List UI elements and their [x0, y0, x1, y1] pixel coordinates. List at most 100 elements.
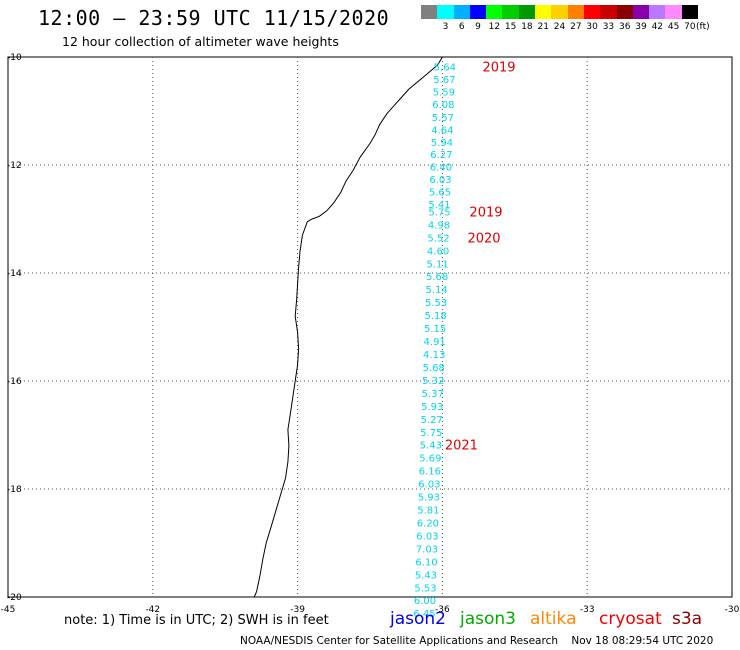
- x-tick-label: -30: [725, 605, 740, 615]
- legend-tick-label: 27: [570, 22, 582, 32]
- map-grid: [7, 56, 733, 598]
- legend-swatches: [421, 5, 710, 19]
- swh-value: 6.16: [419, 467, 441, 478]
- map-axes: -45 -42 -39 -36 -33 -30 -10 -12 -14 -16 -18 -20: [1, 53, 740, 615]
- legend-tick-label: 15: [504, 22, 517, 32]
- legend-swatch: [502, 5, 519, 19]
- legend-swatch: [469, 5, 487, 19]
- legend-tick-label: 18: [521, 22, 533, 32]
- swh-value: 6.20: [417, 518, 439, 529]
- credit-line: NOAA/NESDIS Center for Satellite Applica…: [240, 635, 714, 647]
- swh-value: 6.45: [413, 609, 435, 620]
- map-subtitle: 12 hour collection of altimeter wave hei…: [62, 34, 339, 49]
- swh-value: 5.18: [425, 311, 447, 322]
- legend-unit: (ft): [696, 22, 710, 32]
- satellite-name: jason2: [390, 609, 446, 629]
- legend-tick-label: 24: [553, 22, 566, 32]
- satellite-name: cryosat: [599, 609, 662, 629]
- swh-value: 6.03: [416, 531, 438, 542]
- swh-value: 6.08: [432, 100, 454, 111]
- legend-tick-label: 36: [618, 22, 631, 32]
- satellite-name: altika: [530, 609, 577, 629]
- pass-labels: 2019 2019 2020 2021: [445, 61, 516, 454]
- legend-swatch: [665, 5, 682, 19]
- legend-swatch: [535, 5, 552, 19]
- swh-value: 5.53: [414, 583, 436, 594]
- legend-swatch: [600, 5, 617, 19]
- swh-value: 5.65: [429, 187, 451, 198]
- legend-swatch: [681, 5, 699, 19]
- legend-tick-label: 45: [667, 22, 680, 32]
- legend-swatch: [649, 5, 666, 19]
- legend-swatch: [421, 5, 438, 19]
- swh-value: 4.60: [427, 246, 449, 257]
- legend-swatch: [632, 5, 650, 19]
- swh-value: 5.32: [422, 376, 444, 387]
- swh-value: 5.14: [425, 285, 447, 296]
- swh-value: 7.03: [416, 544, 438, 555]
- pass-label: 2019: [469, 205, 502, 220]
- pass-label: 2021: [445, 439, 478, 454]
- swh-value: 6.03: [429, 175, 451, 186]
- swh-value: 4.64: [431, 125, 453, 136]
- swh-value: 4.91: [424, 337, 446, 348]
- color-legend: 3 6 9 12 15 18 21 24 27 30 33 36 39 42 45 70 (ft): [421, 5, 710, 32]
- x-tick-label: -45: [1, 605, 16, 615]
- swh-value: 5.41: [428, 200, 450, 211]
- y-tick-label: -20: [7, 593, 22, 603]
- map-title: 12:00 – 23:59 UTC 11/15/2020: [38, 6, 390, 30]
- swh-value: 5.57: [432, 113, 454, 124]
- swh-value: 6.40: [430, 163, 452, 174]
- altimeter-track: 5.645.675.596.085.574.645.946.276.406.03…: [413, 63, 456, 620]
- swh-value: 5.64: [434, 63, 456, 74]
- legend-tick-label: 12: [488, 22, 501, 32]
- legend-tick-label: 3: [442, 22, 449, 32]
- swh-value: 5.94: [431, 138, 453, 149]
- swh-value: 5.15: [424, 324, 446, 335]
- legend-swatch: [616, 5, 633, 19]
- swh-value: 5.93: [418, 493, 440, 504]
- swh-value: 5.37: [422, 389, 444, 400]
- map-frame: [7, 56, 733, 598]
- satellite-name: s3a: [672, 609, 703, 629]
- legend-swatch: [453, 5, 470, 19]
- legend-swatch: [486, 5, 503, 19]
- legend-tick-label: 39: [635, 22, 647, 32]
- swh-value: 4.13: [423, 350, 445, 361]
- swh-value: 6.03: [418, 480, 440, 491]
- pass-label: 2019: [482, 61, 515, 76]
- pass-label: 2020: [467, 231, 500, 246]
- legend-tick-label: 70: [684, 22, 696, 32]
- swh-value: 5.59: [433, 88, 455, 99]
- y-tick-label: -18: [7, 485, 22, 495]
- x-tick-label: -36: [435, 605, 450, 615]
- legend-tick-label: 9: [475, 22, 481, 32]
- swh-value: 5.52: [427, 233, 449, 244]
- swh-value: 4.98: [428, 220, 450, 231]
- swh-value: 5.11: [426, 259, 448, 270]
- legend-swatch: [551, 5, 568, 19]
- swh-value: 5.68: [426, 272, 448, 283]
- y-tick-label: -14: [7, 269, 22, 279]
- legend-swatch: [567, 5, 584, 19]
- satellite-name: jason3: [460, 609, 516, 629]
- legend-tick-label: 6: [458, 22, 465, 32]
- x-tick-label: -39: [290, 605, 305, 615]
- swh-value: 5.43: [415, 570, 437, 581]
- x-tick-label: -42: [145, 605, 160, 615]
- swh-value: 5.53: [425, 298, 447, 309]
- legend-tick-label: 33: [602, 22, 615, 32]
- swh-value: 6.27: [430, 150, 452, 161]
- swh-value: 5.81: [417, 506, 439, 517]
- swh-value: 5.75: [420, 428, 442, 439]
- swh-value: 5.93: [421, 402, 443, 413]
- swh-value: 6.00: [414, 596, 436, 607]
- swh-value: 5.67: [433, 75, 455, 86]
- legend-swatch: [583, 5, 601, 19]
- y-tick-label: -16: [7, 377, 22, 387]
- swh-value: 5.27: [421, 415, 443, 426]
- y-tick-label: -12: [7, 161, 22, 171]
- swh-value: 5.75: [428, 207, 450, 218]
- swh-value: 5.69: [419, 454, 441, 465]
